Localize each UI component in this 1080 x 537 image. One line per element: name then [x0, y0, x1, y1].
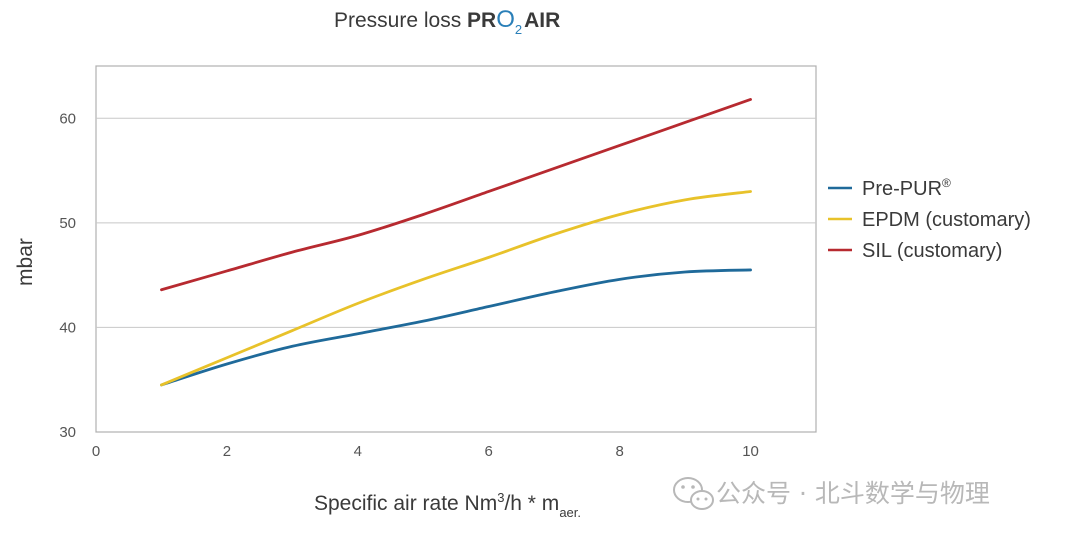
- x-axis-label-sub: aer.: [559, 505, 581, 520]
- grid-lines: [96, 117, 816, 328]
- x-tick-label: 6: [485, 443, 493, 460]
- watermark-text: 公众号 · 北斗数学与物理: [716, 479, 990, 508]
- legend-label-epdm: EPDM (customary): [862, 209, 1031, 231]
- x-axis-label-mid: /h * m: [504, 492, 559, 515]
- legend-label-pre-pur: Pre-PUR®: [862, 176, 951, 200]
- watermark: 公众号 · 北斗数学与物理: [673, 477, 990, 510]
- y-tick-labels: 30 40 50 60: [59, 110, 76, 441]
- title-brand-o: O: [496, 6, 515, 33]
- x-axis-label-sup: 3: [497, 490, 504, 505]
- x-tick-label: 10: [742, 443, 759, 460]
- x-tick-labels: 0 2 4 6 8 10: [92, 443, 759, 460]
- wechat-icon: [673, 477, 714, 510]
- y-axis-label: mbar: [14, 238, 37, 286]
- series-line-pre-pur: [160, 268, 752, 387]
- chart-title: Pressure loss PRO2AIR: [334, 6, 560, 37]
- x-tick-label: 2: [223, 443, 231, 460]
- title-brand-air: AIR: [524, 9, 560, 32]
- y-tick-label: 30: [59, 424, 76, 441]
- series-line-sil: [160, 98, 752, 292]
- legend: Pre-PUR® EPDM (customary) SIL (customary…: [828, 176, 1031, 262]
- plot-frame: [95, 65, 817, 433]
- y-tick-label: 50: [59, 215, 76, 232]
- x-tick-label: 8: [615, 443, 623, 460]
- title-brand-sub: 2: [515, 22, 522, 37]
- series-line-epdm: [160, 190, 752, 387]
- x-axis-label: Specific air rate Nm3/h * maer.: [314, 490, 581, 520]
- y-tick-label: 40: [59, 319, 76, 336]
- x-tick-label: 0: [92, 443, 100, 460]
- legend-label-sil: SIL (customary): [862, 240, 1002, 262]
- series-lines: [160, 98, 752, 387]
- title-prefix: Pressure loss: [334, 9, 467, 32]
- title-brand-pr: PR: [467, 9, 496, 32]
- y-tick-label: 60: [59, 110, 76, 127]
- x-tick-label: 4: [354, 443, 362, 460]
- x-axis-label-main: Specific air rate Nm: [314, 492, 497, 515]
